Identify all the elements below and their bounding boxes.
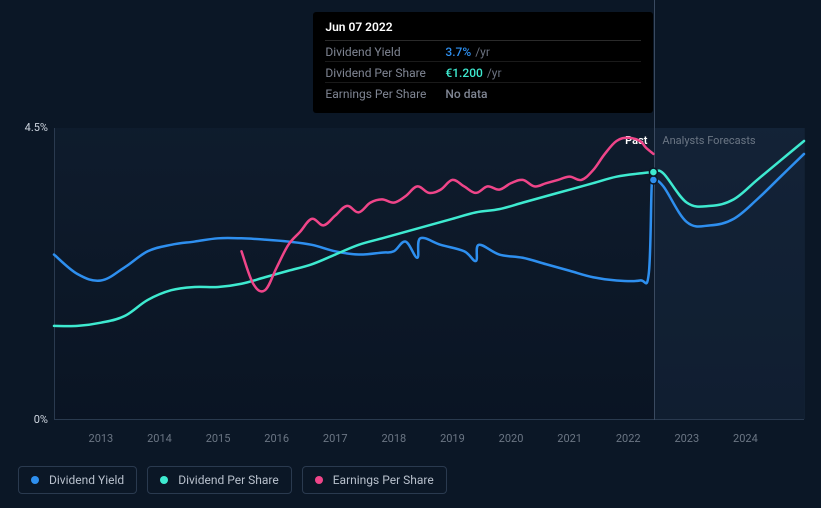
tooltip-value: 3.7%	[445, 45, 471, 59]
tooltip-value: No data	[445, 87, 487, 101]
x-axis-tick: 2021	[557, 432, 582, 445]
series-marker-dividend_yield	[649, 176, 657, 184]
x-axis-tick: 2023	[674, 432, 699, 445]
hover-tooltip: Jun 07 2022 Dividend Yield3.7%/yrDividen…	[313, 12, 653, 113]
x-axis-tick: 2024	[733, 432, 758, 445]
legend-label: Dividend Per Share	[178, 473, 279, 487]
x-axis-tick: 2020	[499, 432, 524, 445]
legend-item-dividend_per_share[interactable]: Dividend Per Share	[147, 466, 292, 494]
series-dividend_yield	[54, 154, 804, 283]
tooltip-key: Dividend Per Share	[325, 66, 445, 80]
series-earnings_per_share	[242, 138, 654, 292]
legend: Dividend Yield Dividend Per Share Earnings…	[18, 466, 447, 494]
tooltip-date: Jun 07 2022	[325, 20, 641, 41]
legend-dot-icon	[160, 476, 168, 484]
tooltip-suffix: /yr	[475, 45, 490, 59]
series-dividend_per_share	[54, 141, 804, 326]
legend-item-earnings_per_share[interactable]: Earnings Per Share	[302, 466, 447, 494]
tooltip-key: Earnings Per Share	[325, 87, 445, 101]
legend-item-dividend_yield[interactable]: Dividend Yield	[18, 466, 137, 494]
x-axis-tick: 2014	[147, 432, 172, 445]
y-axis-tick: 4.5%	[18, 121, 48, 134]
dividend-chart: Past Analysts Forecasts 0%4.5% 201320142…	[18, 0, 808, 440]
tooltip-key: Dividend Yield	[325, 45, 445, 59]
x-axis-tick: 2022	[616, 432, 641, 445]
tooltip-row: Dividend Per Share€1.200/yr	[325, 62, 641, 83]
y-axis-tick: 0%	[18, 413, 48, 426]
x-axis-tick: 2013	[89, 432, 114, 445]
legend-dot-icon	[31, 476, 39, 484]
x-axis: 2013 2014 2015 2016 2017 2018 2019 2020 2021 2022…	[54, 432, 804, 452]
x-axis-tick: 2015	[206, 432, 231, 445]
x-axis-tick: 2016	[264, 432, 289, 445]
legend-label: Earnings Per Share	[333, 473, 434, 487]
chart-lines	[54, 128, 804, 420]
x-axis-tick: 2019	[440, 432, 465, 445]
legend-label: Dividend Yield	[49, 473, 124, 487]
series-marker-dividend_per_share	[649, 168, 657, 176]
tooltip-row: Dividend Yield3.7% /yr	[325, 41, 641, 62]
x-axis-tick: 2018	[381, 432, 406, 445]
x-axis-tick: 2017	[323, 432, 348, 445]
tooltip-row: Earnings Per ShareNo data	[325, 83, 641, 103]
tooltip-value: €1.200	[445, 66, 482, 80]
tooltip-suffix: /yr	[487, 66, 502, 80]
legend-dot-icon	[315, 476, 323, 484]
